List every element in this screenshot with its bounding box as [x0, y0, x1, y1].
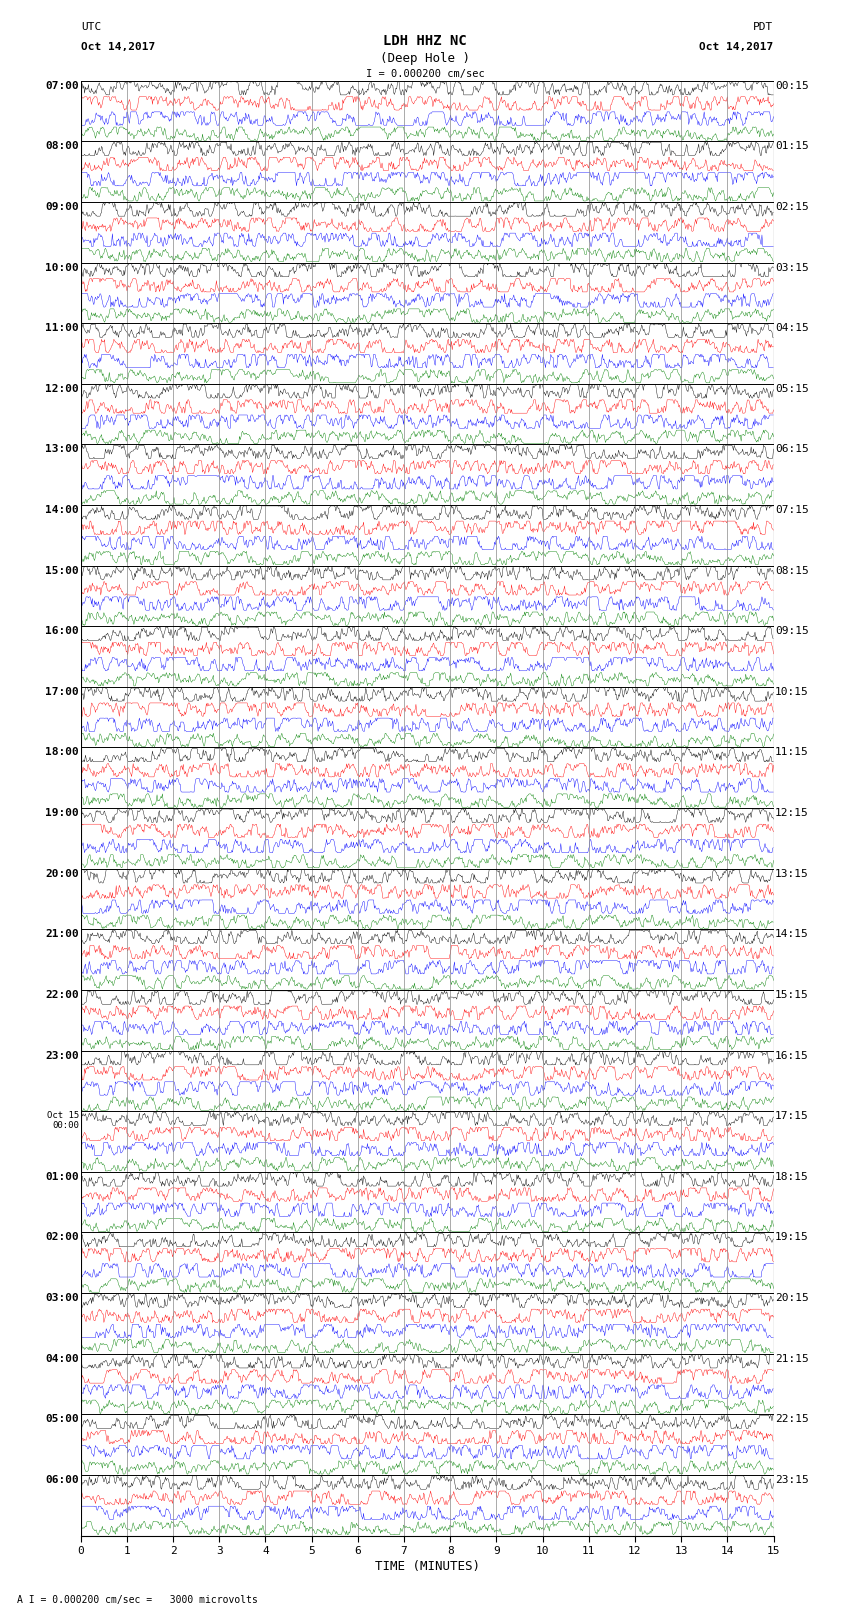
Text: 23:00: 23:00	[45, 1050, 79, 1061]
Text: 06:15: 06:15	[775, 445, 809, 455]
X-axis label: TIME (MINUTES): TIME (MINUTES)	[375, 1560, 479, 1573]
Text: 13:15: 13:15	[775, 869, 809, 879]
Text: 07:00: 07:00	[45, 81, 79, 90]
Text: 23:15: 23:15	[775, 1474, 809, 1486]
Text: 12:15: 12:15	[775, 808, 809, 818]
Text: 22:00: 22:00	[45, 990, 79, 1000]
Text: 05:00: 05:00	[45, 1415, 79, 1424]
Text: 14:15: 14:15	[775, 929, 809, 939]
Text: 04:15: 04:15	[775, 323, 809, 334]
Text: 10:00: 10:00	[45, 263, 79, 273]
Text: 02:00: 02:00	[45, 1232, 79, 1242]
Text: 01:00: 01:00	[45, 1171, 79, 1182]
Text: 21:00: 21:00	[45, 929, 79, 939]
Text: 20:00: 20:00	[45, 869, 79, 879]
Text: Oct 14,2017: Oct 14,2017	[700, 42, 774, 52]
Text: 06:00: 06:00	[45, 1474, 79, 1486]
Text: 14:00: 14:00	[45, 505, 79, 515]
Text: 10:15: 10:15	[775, 687, 809, 697]
Text: 17:00: 17:00	[45, 687, 79, 697]
Text: 16:15: 16:15	[775, 1050, 809, 1061]
Text: Oct 15
00:00: Oct 15 00:00	[47, 1111, 79, 1131]
Text: 15:15: 15:15	[775, 990, 809, 1000]
Text: 05:15: 05:15	[775, 384, 809, 394]
Text: A I = 0.000200 cm/sec =   3000 microvolts: A I = 0.000200 cm/sec = 3000 microvolts	[17, 1595, 258, 1605]
Text: 07:15: 07:15	[775, 505, 809, 515]
Text: LDH HHZ NC: LDH HHZ NC	[383, 34, 467, 48]
Text: PDT: PDT	[753, 23, 774, 32]
Text: (Deep Hole ): (Deep Hole )	[380, 52, 470, 65]
Text: I = 0.000200 cm/sec: I = 0.000200 cm/sec	[366, 69, 484, 79]
Text: 03:00: 03:00	[45, 1294, 79, 1303]
Text: 19:00: 19:00	[45, 808, 79, 818]
Text: 11:00: 11:00	[45, 323, 79, 334]
Text: 01:15: 01:15	[775, 142, 809, 152]
Text: 09:00: 09:00	[45, 202, 79, 211]
Text: 22:15: 22:15	[775, 1415, 809, 1424]
Text: 21:15: 21:15	[775, 1353, 809, 1363]
Text: 17:15: 17:15	[775, 1111, 809, 1121]
Text: 15:00: 15:00	[45, 566, 79, 576]
Text: 18:00: 18:00	[45, 747, 79, 758]
Text: 12:00: 12:00	[45, 384, 79, 394]
Text: Oct 14,2017: Oct 14,2017	[81, 42, 155, 52]
Text: 13:00: 13:00	[45, 445, 79, 455]
Text: 20:15: 20:15	[775, 1294, 809, 1303]
Text: UTC: UTC	[81, 23, 101, 32]
Text: 11:15: 11:15	[775, 747, 809, 758]
Text: 16:00: 16:00	[45, 626, 79, 636]
Text: 02:15: 02:15	[775, 202, 809, 211]
Text: 09:15: 09:15	[775, 626, 809, 636]
Text: 00:15: 00:15	[775, 81, 809, 90]
Text: 03:15: 03:15	[775, 263, 809, 273]
Text: 04:00: 04:00	[45, 1353, 79, 1363]
Text: 08:15: 08:15	[775, 566, 809, 576]
Text: 08:00: 08:00	[45, 142, 79, 152]
Text: 19:15: 19:15	[775, 1232, 809, 1242]
Text: 18:15: 18:15	[775, 1171, 809, 1182]
